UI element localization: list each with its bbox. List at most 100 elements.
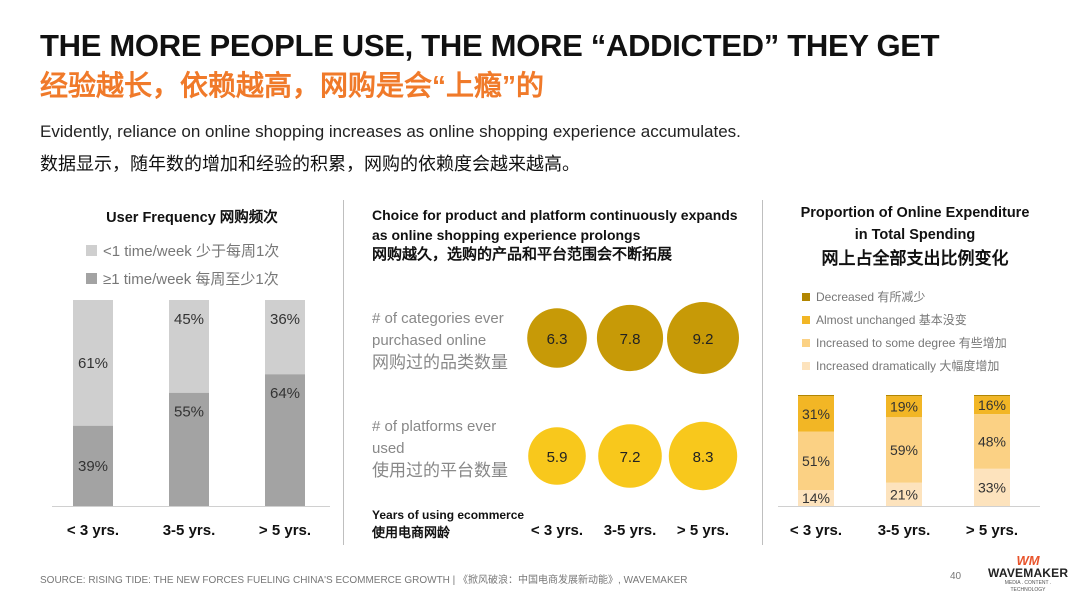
bubble-series-2-label-zh: 使用过的平台数量 — [372, 461, 508, 480]
swatch-some — [802, 339, 810, 347]
bubble-series-2-label: # of platforms ever used 使用过的平台数量 — [372, 416, 532, 482]
bubble-xlabel-en: Years of using ecommerce — [372, 508, 525, 522]
legend-swatch-high — [86, 273, 97, 284]
freq-xtick-2: > 5 yrs. — [259, 522, 311, 539]
bubble-chart: 6.3 7.8 9.2 5.9 7.2 8.3 < 3 yrs. 3-5 yrs. > 5 yr… — [527, 302, 739, 539]
page-number: 40 — [950, 571, 962, 582]
panel-divider-1 — [343, 200, 344, 545]
spend-label-1-1: 19% — [890, 399, 918, 415]
bubble-series-1-label: # of categories ever purchased online 网购… — [372, 308, 532, 374]
bubble-label-1-0: 5.9 — [547, 449, 568, 466]
page-title: THE MORE PEOPLE USE, THE MORE “ADDICTED”… — [40, 28, 940, 63]
spend-label-3-0: 14% — [802, 490, 830, 506]
legend-swatch-low — [86, 245, 97, 256]
spend-bar-1-1 — [886, 396, 922, 418]
freq-bar-low-2 — [265, 300, 305, 375]
spend-bar-2-1 — [886, 417, 922, 483]
spend-label-2-1: 59% — [890, 442, 918, 458]
spend-bar-1-2 — [974, 396, 1010, 415]
page-subtitle-zh: 经验越长，依赖越高，网购是会“上瘾”的 — [40, 70, 545, 101]
bubble-1-0 — [528, 427, 586, 485]
bubble-1-2 — [668, 421, 738, 491]
bubble-title-zh: 网购越久，选购的产品和平台范围会不断拓展 — [372, 246, 673, 263]
freq-label-low-0: 61% — [78, 355, 108, 372]
spend-chart-title: Proportion of Online Expenditure in Tota… — [795, 202, 1035, 270]
spend-title-zh: 网上占全部支出比例变化 — [821, 249, 1009, 268]
spend-legend-some-label: Increased to some degree 有些增加 — [816, 336, 1007, 350]
spend-xtick-1: 3-5 yrs. — [878, 522, 931, 539]
bubble-xlabel-zh: 使用电商网龄 — [372, 525, 451, 540]
spend-label-1-0: 31% — [802, 406, 830, 422]
description-zh: 数据显示，随年数的增加和经验的积累，网购的依赖度会越来越高。 — [40, 154, 580, 174]
bubble-xlabel: Years of using ecommerce 使用电商网龄 — [372, 507, 524, 541]
freq-bar-low-1 — [169, 300, 209, 393]
swatch-decreased — [802, 293, 810, 301]
spend-bar-0-0 — [798, 395, 834, 397]
spend-bar-2-2 — [974, 414, 1010, 469]
spend-legend: Decreased 有所减少 Almost unchanged 基本没变 Inc… — [802, 286, 1007, 378]
freq-xtick-0: < 3 yrs. — [67, 522, 119, 539]
freq-xtick-1: 3-5 yrs. — [163, 522, 216, 539]
spend-bar-2-0 — [798, 431, 834, 490]
spend-label-3-2: 33% — [978, 479, 1006, 495]
spend-bar-3-1 — [886, 482, 922, 506]
source-footer: SOURCE: RISING TIDE: THE NEW FORCES FUEL… — [40, 575, 688, 586]
bubble-series-1-label-en: # of categories ever purchased online — [372, 310, 504, 349]
freq-legend-high: ≥1 time/week 每周至少1次 — [86, 268, 279, 289]
logo-mark: WM — [1016, 553, 1040, 568]
spend-xtick-2: > 5 yrs. — [966, 522, 1018, 539]
bubble-xtick-0: < 3 yrs. — [531, 522, 583, 539]
spend-label-3-1: 21% — [890, 486, 918, 502]
freq-label-low-2: 36% — [270, 311, 300, 328]
freq-legend-high-label: ≥1 time/week 每周至少1次 — [103, 271, 279, 288]
freq-bar-low-0 — [73, 300, 113, 426]
logo-name: WAVEMAKER — [988, 566, 1069, 580]
bubble-series-1-label-zh: 网购过的品类数量 — [372, 353, 508, 372]
freq-label-low-1: 45% — [174, 311, 204, 328]
spend-bar-3-0 — [798, 490, 834, 506]
bubble-label-1-1: 7.2 — [620, 449, 641, 466]
spend-legend-unchanged-label: Almost unchanged 基本没变 — [816, 313, 967, 327]
bubble-label-0-0: 6.3 — [547, 331, 568, 348]
panel-divider-2 — [762, 200, 763, 545]
freq-bar-high-1 — [169, 392, 209, 506]
bubble-label-1-2: 8.3 — [693, 449, 714, 466]
spend-label-1-2: 16% — [978, 397, 1006, 413]
bubble-title-en: Choice for product and platform continuo… — [372, 207, 738, 243]
freq-legend-low: <1 time/week 少于每周1次 — [86, 240, 279, 261]
description-en: Evidently, reliance on online shopping i… — [40, 122, 741, 141]
spend-title-en: Proportion of Online Expenditure in Tota… — [800, 205, 1030, 243]
spend-bar-0-1 — [886, 395, 922, 397]
freq-label-high-1: 55% — [174, 404, 204, 421]
bubble-0-1 — [596, 304, 664, 372]
bubble-label-0-1: 7.8 — [620, 331, 641, 348]
spend-bar-1-0 — [798, 396, 834, 432]
logo-tagline: MEDIA . CONTENT . TECHNOLOGY — [1004, 580, 1052, 593]
spend-legend-decreased: Decreased 有所减少 — [802, 286, 1007, 309]
freq-label-high-2: 64% — [270, 385, 300, 402]
swatch-dramatic — [802, 362, 810, 370]
freq-chart: 61% 39% < 3 yrs. 45% 55% 3-5 yrs. 36% 64% > 5 yr… — [52, 300, 330, 539]
spend-legend-dramatic-label: Increased dramatically 大幅度增加 — [816, 359, 1000, 373]
bubble-xtick-1: 3-5 yrs. — [604, 522, 657, 539]
spend-legend-some: Increased to some degree 有些增加 — [802, 332, 1007, 355]
freq-bar-high-0 — [73, 425, 113, 506]
bubble-series-2-label-en: # of platforms ever used — [372, 418, 497, 457]
spend-bar-3-2 — [974, 468, 1010, 506]
freq-legend-low-label: <1 time/week 少于每周1次 — [103, 243, 280, 260]
spend-bar-0-2 — [974, 395, 1010, 397]
bubble-1-1 — [598, 424, 662, 488]
spend-label-2-0: 51% — [802, 453, 830, 469]
spend-xtick-0: < 3 yrs. — [790, 522, 842, 539]
bubble-0-2 — [667, 302, 739, 374]
spend-label-2-2: 48% — [978, 433, 1006, 449]
spend-legend-unchanged: Almost unchanged 基本没变 — [802, 309, 1007, 332]
freq-bar-high-2 — [265, 374, 305, 506]
freq-label-high-0: 39% — [78, 458, 108, 475]
bubble-xtick-2: > 5 yrs. — [677, 522, 729, 539]
swatch-unchanged — [802, 316, 810, 324]
wavemaker-logo: WM WAVEMAKER MEDIA . CONTENT . TECHNOLOG… — [988, 554, 1068, 594]
spend-legend-dramatic: Increased dramatically 大幅度增加 — [802, 355, 1007, 378]
bubble-0-0 — [527, 308, 587, 368]
bubble-label-0-2: 9.2 — [693, 331, 714, 348]
